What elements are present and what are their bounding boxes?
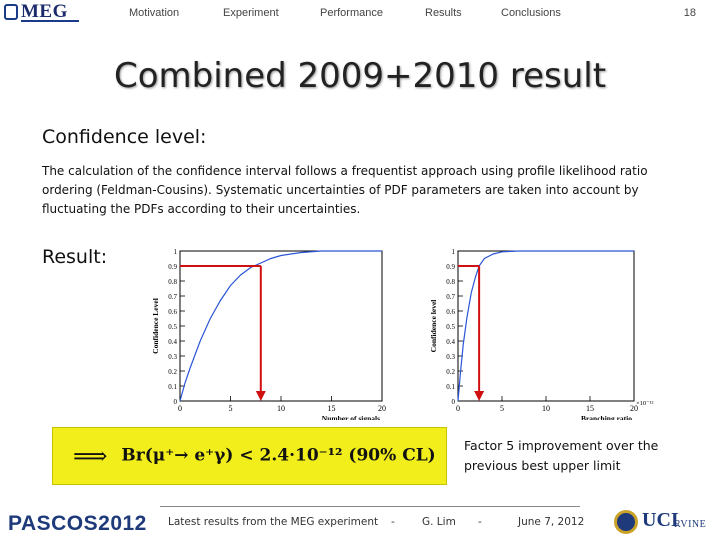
x-axis-label: Branching ratio xyxy=(581,414,632,420)
x-tick-label: 0 xyxy=(178,404,182,413)
x-tick-label: 10 xyxy=(277,404,285,413)
improvement-note: Factor 5 improvement over the previous b… xyxy=(464,438,659,473)
series-line xyxy=(457,250,634,402)
x-tick-label: 20 xyxy=(630,404,638,413)
x-tick-label: 10 xyxy=(542,404,550,413)
pascos-logo: PASCOS2012 xyxy=(8,512,147,536)
footer-separator-1: - xyxy=(391,516,395,528)
y-tick-label: 0.8 xyxy=(168,278,177,286)
y-tick-label: 0.1 xyxy=(446,383,455,391)
page-number: 18 xyxy=(683,7,696,19)
meg-logo-text: MEG xyxy=(21,1,68,22)
x-tick-label: 20 xyxy=(378,404,386,413)
uci-logo: UCI RVINE xyxy=(614,509,714,537)
x-tick-label: 15 xyxy=(328,404,336,413)
footer-date: June 7, 2012 xyxy=(518,516,585,528)
plot-cl-vs-branching-ratio-svg: 00.10.20.30.40.50.60.70.80.910 5 10 15 20Bra… xyxy=(429,248,654,420)
plot-cl-vs-branching-ratio: 0 0.1 0.2 0.3 0.4 0.5 0.6 0.7 0.8 0.9 1 0 5 10 15 20 Bra… xyxy=(428,244,668,420)
y-tick-label: 1 xyxy=(452,248,456,256)
y-tick-label: 0.8 xyxy=(446,278,455,286)
footer-divider xyxy=(160,506,580,507)
uci-logo-text: UCI xyxy=(642,509,679,531)
pascos-logo-year: 2012 xyxy=(98,512,147,535)
footer: PASCOS2012 Latest results from the MEG e… xyxy=(0,504,720,540)
nav-performance[interactable]: Performance xyxy=(320,7,383,19)
footer-separator-2: - xyxy=(478,516,482,528)
x-tick-label: 5 xyxy=(229,404,233,413)
y-axis-label: Confidence Level xyxy=(151,298,160,354)
cl-arrowhead xyxy=(255,391,266,401)
y-tick-label: 0.2 xyxy=(168,368,177,376)
y-tick-label: 0 xyxy=(174,398,178,406)
x-axis-multiplier: ×10⁻¹² xyxy=(636,400,654,407)
y-tick-label: 0 xyxy=(452,398,456,406)
y-tick-label: 0.9 xyxy=(168,263,177,271)
y-tick-label: 0.4 xyxy=(446,338,455,346)
x-tick-label: 0 xyxy=(456,404,460,413)
y-tick-label: 0.2 xyxy=(446,368,455,376)
y-tick-label: 0.3 xyxy=(168,353,177,361)
y-axis-label: Confidence level xyxy=(429,300,438,353)
plot-frame xyxy=(179,250,383,402)
result-heading: Result: xyxy=(42,246,108,268)
cl-arrowhead xyxy=(474,391,485,401)
meg-logo: MEG xyxy=(4,1,80,24)
result-formula-box: ⟹ Br(μ⁺→ e⁺γ) < 2.4·10⁻¹² (90% CL) xyxy=(52,427,447,485)
y-tick-label: 0.5 xyxy=(446,323,455,331)
confidence-description: The calculation of the confidence interv… xyxy=(42,164,648,216)
y-tick-label: 0.4 xyxy=(168,338,177,346)
plot-cl-vs-signals: 0 0.1 0.2 0.3 0.4 0.5 0.6 0.7 0.8 0.9 1 0 5 10 15 20 Num… xyxy=(148,244,394,420)
top-navigation-bar: MEG Motivation Experiment Performance Re… xyxy=(0,0,720,26)
y-tick-label: 0.3 xyxy=(446,353,455,361)
y-tick-label: 0.9 xyxy=(446,263,455,271)
meg-logo-underline xyxy=(21,20,79,22)
meg-logo-mark-icon xyxy=(4,4,18,20)
nav-results[interactable]: Results xyxy=(425,7,462,19)
x-tick-label: 15 xyxy=(586,404,594,413)
formula-expression: Br(μ⁺→ e⁺γ) < 2.4·10⁻¹² (90% CL) xyxy=(121,445,436,466)
pascos-logo-text: PASCOS xyxy=(8,512,99,535)
footer-talk-title: Latest results from the MEG experiment xyxy=(168,516,379,528)
y-tick-label: 0.1 xyxy=(168,383,177,391)
slide-title: Combined 2009+2010 result xyxy=(113,56,607,96)
implies-arrow-icon: ⟹ xyxy=(73,442,108,470)
y-tick-label: 1 xyxy=(174,248,178,256)
x-tick-label: 5 xyxy=(500,404,504,413)
y-tick-label: 0.5 xyxy=(168,323,177,331)
plot-cl-vs-signals-svg: 00.10.20.30.40.50.60.70.80.910 5 10 15 20Num… xyxy=(151,248,386,420)
footer-author: G. Lim xyxy=(422,516,456,528)
nav-motivation[interactable]: Motivation xyxy=(129,7,180,19)
nav-experiment[interactable]: Experiment xyxy=(223,7,279,19)
x-axis-label: Number of signals xyxy=(322,414,380,420)
result-formula: ⟹ Br(μ⁺→ e⁺γ) < 2.4·10⁻¹² (90% CL) xyxy=(73,442,436,470)
uci-seal-icon xyxy=(614,510,638,534)
confidence-heading: Confidence level: xyxy=(42,126,207,148)
nav-conclusions[interactable]: Conclusions xyxy=(501,7,561,19)
y-tick-label: 0.7 xyxy=(168,293,177,301)
y-tick-label: 0.6 xyxy=(168,308,177,316)
y-tick-label: 0.6 xyxy=(446,308,455,316)
plot-frame xyxy=(457,250,635,402)
uci-logo-subtext: RVINE xyxy=(674,519,707,530)
y-tick-label: 0.7 xyxy=(446,293,455,301)
series-line xyxy=(179,250,382,402)
